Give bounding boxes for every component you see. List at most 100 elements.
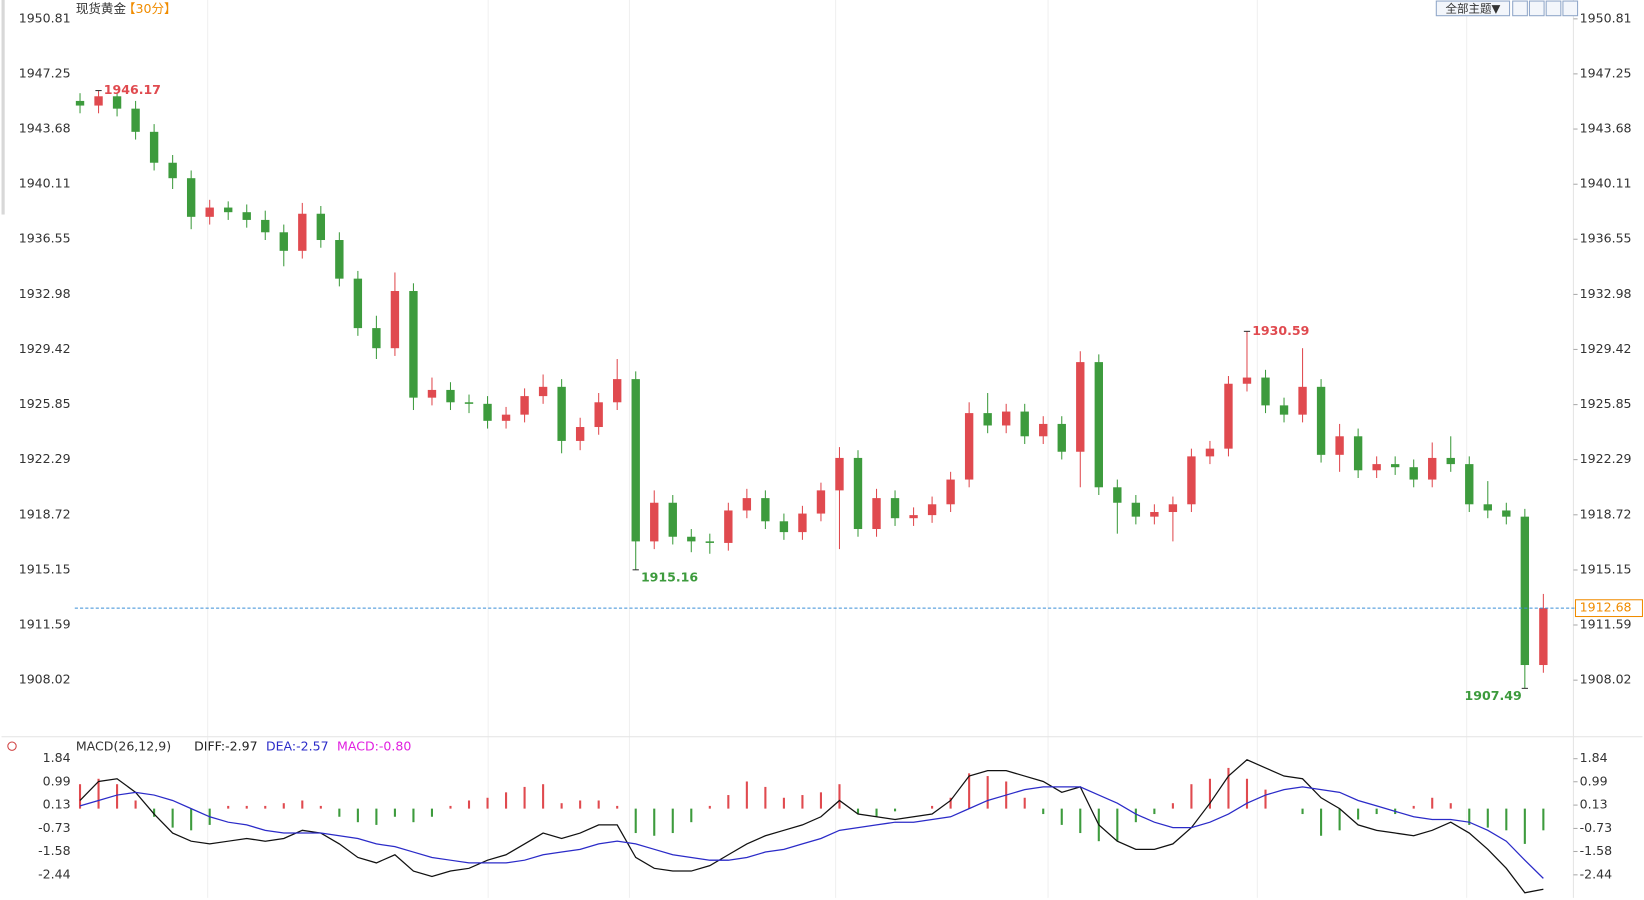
extreme-label: 1930.59 bbox=[1252, 323, 1309, 338]
macd-tick-label: 1.84 bbox=[43, 750, 71, 765]
candle-body bbox=[594, 402, 603, 428]
candle-body bbox=[1113, 487, 1122, 503]
candle-body bbox=[1335, 436, 1344, 455]
theme-button[interactable] bbox=[1435, 0, 1511, 17]
candle-body bbox=[1039, 423, 1048, 437]
y-tick-label: 1911.59 bbox=[19, 616, 71, 631]
candle-body bbox=[1242, 377, 1252, 384]
candle-body bbox=[483, 403, 492, 421]
candle-body bbox=[149, 131, 159, 163]
y-tick-label-right: 1940.11 bbox=[1580, 176, 1632, 191]
candle-body bbox=[1094, 362, 1103, 488]
candle-body bbox=[1187, 456, 1196, 505]
left-strip bbox=[1, 0, 5, 215]
y-tick-label: 1947.25 bbox=[19, 65, 71, 80]
macd-tick-label-right: -2.44 bbox=[1580, 866, 1612, 881]
candle-body bbox=[316, 213, 326, 241]
candle-body bbox=[205, 207, 214, 217]
extreme-label: 1946.17 bbox=[104, 82, 161, 97]
last-price-label: 1912.68 bbox=[1580, 600, 1632, 615]
y-tick-label-right: 1915.15 bbox=[1580, 561, 1632, 576]
candle-body bbox=[1279, 405, 1289, 415]
candle-body bbox=[1131, 502, 1141, 517]
toolbar-icons[interactable] bbox=[1512, 0, 1579, 17]
candle-body bbox=[872, 498, 881, 530]
y-tick-label: 1915.15 bbox=[19, 561, 71, 576]
candle-body bbox=[631, 379, 640, 542]
y-tick-label: 1918.72 bbox=[19, 506, 71, 521]
candle-body bbox=[1020, 411, 1029, 437]
candle-body bbox=[779, 521, 789, 533]
candle-body bbox=[705, 541, 714, 543]
macd-legend: MACD:-0.80 bbox=[337, 739, 411, 754]
candle-body bbox=[1372, 464, 1381, 471]
y-tick-label-right: 1932.98 bbox=[1580, 286, 1632, 301]
candle-body bbox=[94, 96, 103, 106]
last-price-box bbox=[1574, 599, 1643, 618]
candle-body bbox=[1409, 467, 1418, 480]
candle-body bbox=[1446, 457, 1455, 465]
candle-body bbox=[1076, 362, 1085, 452]
candle-body bbox=[353, 278, 363, 329]
candle-body bbox=[1353, 436, 1363, 471]
macd-tick-label-right: 1.84 bbox=[1580, 750, 1608, 765]
candle-body bbox=[575, 427, 585, 441]
settings-icon[interactable] bbox=[7, 741, 17, 751]
extreme-label: 1907.49 bbox=[1465, 688, 1522, 703]
y-tick-label: 1929.42 bbox=[19, 341, 71, 356]
candle-body bbox=[520, 396, 529, 415]
candle-body bbox=[1298, 386, 1307, 415]
y-tick-label: 1940.11 bbox=[19, 176, 71, 191]
y-tick-label-right: 1918.72 bbox=[1580, 506, 1632, 521]
vertical-grid bbox=[207, 0, 1468, 898]
candle-body bbox=[909, 515, 918, 519]
candle-body bbox=[983, 413, 992, 426]
y-tick-label: 1950.81 bbox=[19, 10, 71, 25]
candle-body bbox=[650, 502, 659, 542]
macd-tick-label: -1.58 bbox=[38, 843, 70, 858]
y-tick-label-right: 1950.81 bbox=[1580, 10, 1632, 25]
candle-body bbox=[372, 328, 381, 349]
candle-body bbox=[298, 213, 307, 251]
candle-body bbox=[1168, 504, 1178, 513]
candle-body bbox=[724, 510, 733, 543]
macd-diff-line bbox=[79, 759, 1544, 894]
y-tick-label: 1925.85 bbox=[19, 396, 71, 411]
candle-body bbox=[335, 240, 344, 279]
candle-body bbox=[1465, 464, 1474, 505]
candle-body bbox=[1428, 457, 1437, 480]
candle-body bbox=[446, 389, 455, 403]
period: 【30分】 bbox=[123, 1, 177, 16]
y-tick-label-right: 1947.25 bbox=[1580, 65, 1632, 80]
candle-body bbox=[557, 386, 566, 441]
candle-body bbox=[501, 414, 511, 421]
candle-body bbox=[835, 457, 844, 491]
macd-tick-label-right: 0.99 bbox=[1580, 773, 1608, 788]
candle-body bbox=[1483, 504, 1492, 511]
candle-body bbox=[1316, 386, 1326, 455]
candle-body bbox=[390, 291, 400, 349]
macd-tick-label: -0.73 bbox=[38, 820, 70, 835]
candle-body bbox=[927, 504, 937, 516]
candle-body bbox=[816, 490, 826, 514]
y-tick-label-right: 1936.55 bbox=[1580, 231, 1632, 246]
candle-body bbox=[112, 96, 122, 109]
theme-button-label[interactable]: 全部主题▼ bbox=[1446, 1, 1501, 15]
candle-body bbox=[798, 513, 807, 533]
macd-tick-label-right: -1.58 bbox=[1580, 843, 1612, 858]
candle-body bbox=[538, 386, 548, 397]
macd-tick-label: -2.44 bbox=[38, 866, 70, 881]
candle-body bbox=[946, 479, 955, 505]
candle-body bbox=[1150, 512, 1159, 517]
candle-body bbox=[613, 379, 622, 403]
candle-body bbox=[1261, 377, 1270, 406]
candle-body bbox=[75, 100, 85, 106]
candle-body bbox=[1520, 516, 1530, 666]
y-tick-label-right: 1911.59 bbox=[1580, 616, 1632, 631]
y-tick-label: 1943.68 bbox=[19, 121, 71, 136]
candle-body bbox=[186, 178, 196, 217]
y-tick-label: 1922.29 bbox=[19, 451, 71, 466]
candle-body bbox=[1002, 411, 1011, 426]
candle-body bbox=[261, 219, 270, 233]
